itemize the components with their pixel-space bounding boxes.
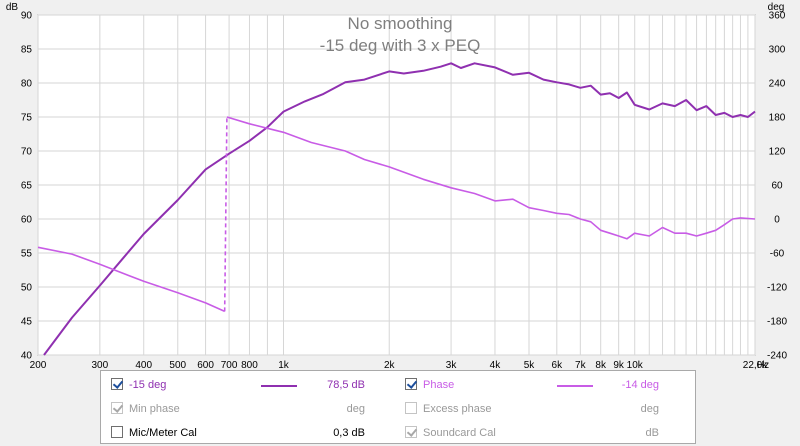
x-tick-label: 6k — [552, 360, 564, 370]
x-tick-label: 700 — [221, 360, 238, 370]
x-tick-label: 4k — [490, 360, 502, 370]
y-right-tick-label: 120 — [769, 147, 786, 158]
x-tick-label: 300 — [92, 360, 109, 370]
y-left-tick-label: 40 — [21, 351, 33, 362]
legend-value-min-phase: deg — [346, 403, 365, 415]
x-tick-label: 5k — [524, 360, 536, 370]
y-left-tick-label: 65 — [21, 181, 33, 192]
legend-label-soundcard-cal: Soundcard Cal — [423, 427, 496, 439]
y-right-tick-label: -180 — [767, 317, 787, 328]
y-right-tick-label: 180 — [769, 113, 786, 124]
legend-row-min-phase: Min phase deg Excess phase deg — [101, 399, 695, 419]
y-left-tick-label: 55 — [21, 249, 33, 260]
checkbox-mic-meter-cal[interactable] — [111, 426, 123, 438]
y-right-unit: deg — [768, 2, 785, 13]
y-right-tick-label: 0 — [774, 215, 780, 226]
x-tick-label: 10k — [627, 360, 644, 370]
y-left-tick-label: 85 — [21, 45, 33, 56]
x-tick-label: 3k — [446, 360, 458, 370]
checkbox-soundcard-cal[interactable] — [405, 426, 417, 438]
y-right-tick-label: -60 — [770, 249, 785, 260]
checkbox-excess-phase[interactable] — [405, 402, 417, 414]
y-right-tick-label: 60 — [771, 181, 783, 192]
x-tick-label: 600 — [197, 360, 214, 370]
legend-value-phase: -14 deg — [621, 379, 659, 391]
legend-value-mic-meter-cal: 0,3 dB — [333, 427, 365, 439]
legend-label-15deg: -15 deg — [129, 379, 167, 391]
y-left-tick-label: 75 — [21, 113, 33, 124]
x-tick-label: 9k — [613, 360, 625, 370]
chart: 200 300 400 500 600 700 800 1k 2k 3k 4k 5k 6k 7k 8k 9k 1… — [6, 2, 788, 370]
y-right-tick-label: -240 — [767, 351, 787, 362]
x-tick-label: 2k — [384, 360, 396, 370]
chart-subtitle: -15 deg with 3 x PEQ — [320, 36, 481, 55]
x-tick-label: 800 — [241, 360, 258, 370]
x-tick-label: 400 — [135, 360, 152, 370]
y-right-tick-label: -120 — [767, 283, 787, 294]
x-tick-label: 1k — [278, 360, 290, 370]
legend-row-spl: -15 deg 78,5 dB Phase -14 deg — [101, 375, 695, 395]
checkbox-15deg[interactable] — [111, 378, 123, 390]
phase-wrap-line — [223, 116, 228, 312]
x-unit: Hz — [757, 360, 769, 370]
y-left-tick-label: 90 — [21, 11, 33, 22]
y-left-tick-label: 45 — [21, 317, 33, 328]
y-right-tick-label: 360 — [769, 11, 786, 22]
legend-label-mic-meter-cal: Mic/Meter Cal — [129, 427, 197, 439]
legend-label-min-phase: Min phase — [129, 403, 180, 415]
legend-value-soundcard-cal: dB — [645, 427, 659, 439]
checkbox-phase[interactable] — [405, 378, 417, 390]
checkbox-min-phase[interactable] — [111, 402, 123, 414]
x-tick-label: 7k — [575, 360, 587, 370]
legend-swatch-phase — [557, 385, 593, 387]
legend-value-excess-phase: deg — [640, 403, 659, 415]
y-left-tick-label: 60 — [21, 215, 33, 226]
series-line-phase-low — [37, 246, 226, 313]
legend-label-phase: Phase — [423, 379, 455, 391]
x-tick-label: 22,0k — [743, 360, 768, 370]
x-tick-label: 500 — [169, 360, 186, 370]
y-left-tick-label: 50 — [21, 283, 33, 294]
y-right-tick-label: 240 — [769, 79, 786, 90]
legend-value-15deg: 78,5 dB — [327, 379, 365, 391]
chart-title: No smoothing — [348, 14, 453, 33]
y-left-tick-label: 70 — [21, 147, 33, 158]
x-tick-label: 8k — [595, 360, 607, 370]
y-left-unit: dB — [6, 2, 19, 13]
series-line-phase-high — [226, 116, 756, 240]
y-left-tick-label: 80 — [21, 79, 33, 90]
legend-row-cal: Mic/Meter Cal 0,3 dB Soundcard Cal dB — [101, 423, 695, 443]
legend-swatch-15deg — [261, 385, 297, 387]
legend-label-excess-phase: Excess phase — [423, 403, 492, 415]
x-tick-label: 200 — [30, 360, 47, 370]
series-line-15deg — [43, 62, 756, 356]
legend-panel: -15 deg 78,5 dB Phase -14 deg Min phase … — [100, 370, 696, 444]
y-right-tick-label: 300 — [769, 45, 786, 56]
